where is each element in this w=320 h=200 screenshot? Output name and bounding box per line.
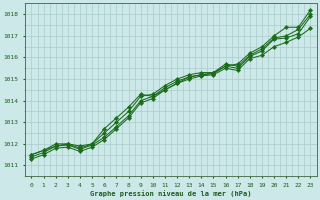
X-axis label: Graphe pression niveau de la mer (hPa): Graphe pression niveau de la mer (hPa) <box>90 190 252 197</box>
